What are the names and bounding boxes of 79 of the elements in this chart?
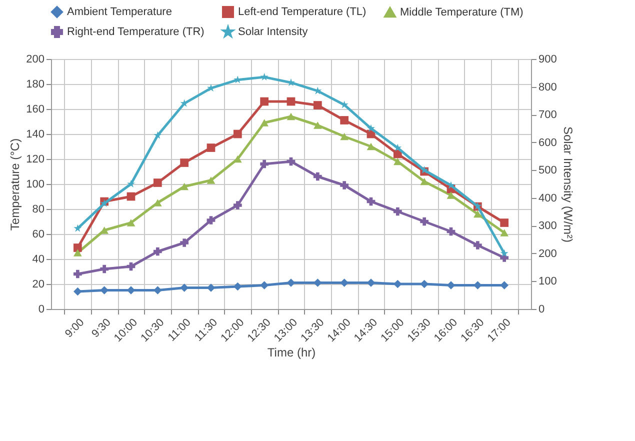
y2-tick-label: 500 <box>538 164 557 177</box>
x-tick-label: 9:30 <box>90 316 114 340</box>
point <box>73 270 82 278</box>
y-tick-label: 200 <box>26 54 44 66</box>
point <box>340 116 349 124</box>
point <box>73 244 82 252</box>
point <box>260 72 268 80</box>
y-tick-label: 120 <box>26 154 44 166</box>
point <box>153 247 162 256</box>
point <box>260 160 269 168</box>
y2-tick-label: 0 <box>538 304 545 316</box>
y2-tick-label: 900 <box>538 54 557 66</box>
point <box>313 172 322 181</box>
y2-tick-label: 200 <box>538 248 557 260</box>
point <box>500 218 509 227</box>
y-tick-label: 140 <box>26 128 44 140</box>
y-tick-label: 0 <box>38 304 44 316</box>
point <box>393 207 402 216</box>
y-tick-label: 160 <box>26 104 44 116</box>
point <box>473 241 482 250</box>
point <box>153 178 162 187</box>
y-axis-title: Temperature (°C) <box>8 138 22 231</box>
legend-label: Left-end Temperature (TL) <box>238 6 366 18</box>
point <box>286 112 296 120</box>
y-tick-label: 180 <box>26 78 44 90</box>
point <box>73 287 82 296</box>
point <box>446 192 456 199</box>
point <box>420 217 429 226</box>
y2-tick-label: 700 <box>538 109 557 122</box>
x-tick-label: 9:00 <box>63 316 87 340</box>
legend-label: Ambient Temperature <box>67 6 172 18</box>
point <box>393 158 402 166</box>
point <box>206 216 216 224</box>
point <box>180 238 189 247</box>
legend-label: Right-end Temperature (TR) <box>67 26 204 38</box>
point <box>420 178 429 186</box>
y-tick-label: 20 <box>32 278 44 290</box>
legend-label: Solar Intensity <box>238 26 308 38</box>
point <box>73 249 82 256</box>
point <box>126 192 136 201</box>
point <box>100 264 109 274</box>
point <box>180 158 189 167</box>
y2-axis-title: Solar Intensity (W/m²) <box>560 126 575 243</box>
point <box>126 219 136 226</box>
y-tick-label: 60 <box>32 228 44 240</box>
point <box>206 176 216 184</box>
point <box>206 144 216 152</box>
point <box>233 201 242 210</box>
point <box>366 142 376 150</box>
point <box>286 97 296 106</box>
point <box>127 180 135 188</box>
point <box>420 166 428 174</box>
point <box>180 182 189 190</box>
point <box>500 229 509 236</box>
y2-tick-label: 100 <box>538 276 557 288</box>
point <box>260 97 269 106</box>
point <box>340 181 349 190</box>
y-tick-label: 80 <box>32 204 44 216</box>
y2-tick-label: 800 <box>538 81 557 94</box>
point <box>260 119 269 126</box>
legend-label: Middle Temperature (TM) <box>400 6 524 18</box>
x-axis-title: Time (hr) <box>267 346 316 360</box>
point <box>473 210 482 218</box>
point <box>394 144 402 152</box>
point <box>154 131 162 139</box>
y-tick-label: 40 <box>32 254 44 266</box>
point <box>313 101 322 110</box>
point <box>260 281 269 290</box>
point <box>340 132 349 140</box>
point <box>500 249 508 257</box>
y2-tick-label: 600 <box>538 136 557 149</box>
point <box>313 122 322 129</box>
y2-tick-label: 400 <box>538 192 557 204</box>
y2-tick-label: 300 <box>538 220 557 232</box>
point <box>367 124 375 132</box>
point <box>180 99 188 107</box>
point <box>74 224 82 232</box>
point <box>233 130 242 138</box>
y-tick-label: 100 <box>26 178 44 190</box>
